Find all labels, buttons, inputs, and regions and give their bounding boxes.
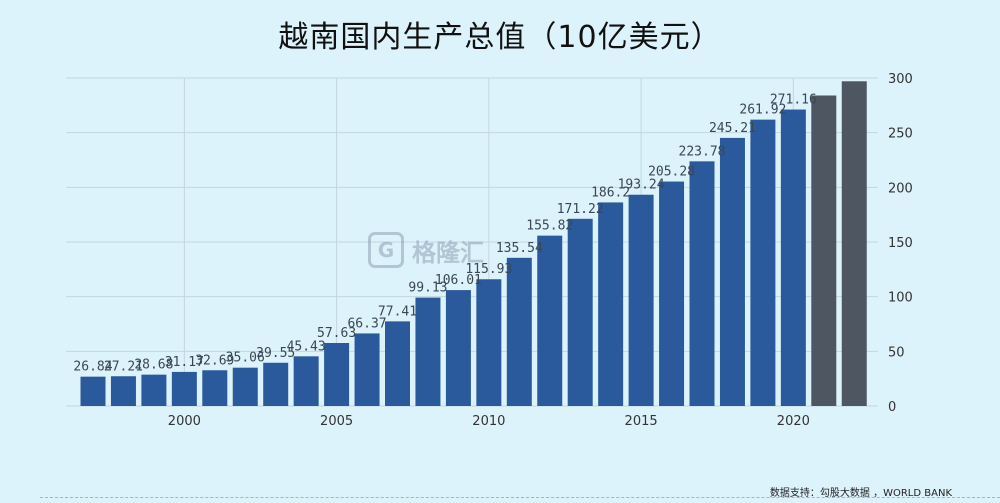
y-tick-label: 250 xyxy=(888,127,913,142)
data-label: 205.28 xyxy=(648,165,695,180)
data-label: 26.84 xyxy=(73,360,112,375)
bar-forecast xyxy=(841,81,867,406)
x-tick-label: 2000 xyxy=(168,414,201,429)
data-label: 57.63 xyxy=(317,326,356,341)
data-label: 39.55 xyxy=(256,346,295,361)
bar xyxy=(171,371,197,406)
bar xyxy=(506,257,532,406)
bar xyxy=(537,235,563,406)
bar xyxy=(750,119,776,407)
watermark-brand: 格隆汇 xyxy=(412,238,484,267)
y-tick-label: 50 xyxy=(888,345,905,360)
data-label: 261.92 xyxy=(739,103,786,118)
watermark-logo: G xyxy=(368,232,404,268)
data-label: 106.01 xyxy=(435,273,482,288)
bar xyxy=(141,374,167,406)
data-label: 31.17 xyxy=(165,355,204,370)
bar xyxy=(445,290,471,406)
bar xyxy=(232,367,258,406)
data-label: 27.21 xyxy=(104,359,143,374)
data-label: 271.16 xyxy=(770,93,817,108)
bar xyxy=(263,362,289,406)
data-label: 155.82 xyxy=(526,219,573,234)
x-tick-label: 2015 xyxy=(625,414,658,429)
x-tick-label: 2005 xyxy=(320,414,353,429)
y-tick-label: 150 xyxy=(888,236,913,251)
watermark: G 格隆汇 xyxy=(368,232,484,268)
data-label: 135.54 xyxy=(496,241,543,256)
bar xyxy=(110,376,136,406)
bar xyxy=(415,297,441,406)
data-label: 223.78 xyxy=(679,144,726,159)
data-label: 245.21 xyxy=(709,121,756,136)
x-tick-label: 2020 xyxy=(777,414,810,429)
data-label: 99.13 xyxy=(408,281,447,296)
bar xyxy=(628,194,654,406)
bar xyxy=(293,356,319,406)
data-label: 193.24 xyxy=(618,178,665,193)
bar xyxy=(324,342,350,406)
data-label: 77.41 xyxy=(378,304,417,319)
bar xyxy=(80,376,106,406)
data-label: 35.06 xyxy=(226,351,265,366)
bar xyxy=(385,321,410,406)
data-source: 数据支持：勾股大数据 ，WORLD BANK xyxy=(769,488,952,499)
bar xyxy=(689,161,715,406)
bar xyxy=(354,333,380,406)
footer-divider xyxy=(40,497,1000,498)
data-label: 186.2 xyxy=(591,185,630,200)
bar xyxy=(202,370,228,406)
bar xyxy=(719,137,745,406)
data-label: 32.69 xyxy=(195,353,234,368)
data-label: 28.68 xyxy=(134,358,173,373)
y-tick-label: 200 xyxy=(888,181,913,196)
data-label: 66.37 xyxy=(347,316,386,331)
bar xyxy=(659,181,685,406)
chart-title: 越南国内生产总值（10亿美元） xyxy=(278,20,722,55)
data-label: 115.93 xyxy=(465,262,512,277)
y-tick-label: 0 xyxy=(888,400,896,415)
data-label: 45.43 xyxy=(287,339,326,354)
y-tick-label: 100 xyxy=(888,291,913,306)
bar xyxy=(780,109,806,406)
x-tick-label: 2010 xyxy=(472,414,505,429)
bar xyxy=(598,202,624,406)
data-label: 171.22 xyxy=(557,202,604,217)
bar xyxy=(476,279,502,406)
y-tick-label: 300 xyxy=(888,72,913,87)
bar xyxy=(567,218,593,406)
bar-forecast xyxy=(811,95,837,406)
